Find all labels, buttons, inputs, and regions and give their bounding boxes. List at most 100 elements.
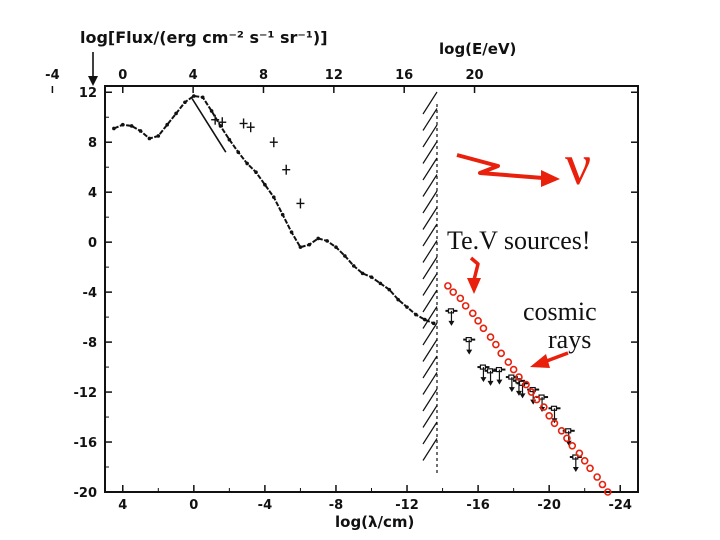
y-axis: 12 8 4 0 -4 -8 -12 -16 -20 — [74, 86, 638, 501]
upper-limit-arrowhead — [496, 379, 503, 385]
cosmic-ray-point — [545, 411, 553, 420]
x-tick-label: -4 — [258, 498, 272, 513]
cosmic-ray-point — [586, 464, 594, 473]
cosmic-ray-point — [479, 324, 488, 333]
x-tick-label: -16 — [466, 498, 490, 513]
upper-limit-arrowhead — [508, 387, 515, 393]
cosmic-rays-label-line2: rays — [548, 325, 592, 354]
neutrino-arrow — [456, 153, 544, 180]
x-tick-label: 4 — [118, 498, 127, 513]
upper-limit-arrowhead — [572, 467, 579, 473]
spectrum-point — [369, 275, 374, 279]
cosmic-ray-point — [522, 380, 530, 389]
hatch-stroke — [422, 289, 438, 313]
cosmic-ray-point — [563, 434, 571, 443]
upper-limit-arrowhead — [466, 349, 473, 355]
spectrum-point — [298, 245, 303, 249]
hatch-stroke — [422, 207, 438, 230]
cosmic-ray-point — [598, 480, 607, 489]
x2-tick-label: 4 — [189, 68, 198, 83]
hatch-stroke — [422, 91, 438, 115]
neutrino-arrowhead — [541, 170, 560, 187]
x-axis-bottom: 4 0 -4 -8 -12 -16 -20 -24 — [118, 485, 632, 513]
hatch-stroke — [422, 388, 438, 412]
spectrum-point — [254, 170, 258, 174]
spectrum-point — [360, 271, 365, 276]
hatch-stroke — [422, 405, 438, 428]
cosmic-ray-point — [449, 288, 458, 296]
x2-tick-label: 0 — [118, 68, 127, 83]
cosmic-ray-point — [580, 456, 589, 465]
hatch-stroke — [422, 322, 438, 346]
hatch-stroke — [422, 223, 438, 247]
cosmic-ray-point — [532, 395, 541, 404]
hatch-stroke — [422, 438, 438, 461]
cosmic-ray-point — [515, 373, 523, 381]
x2-tick-label: 12 — [325, 68, 343, 83]
y-tick-label: -20 — [74, 486, 98, 501]
upper-limit-arrowhead — [515, 390, 522, 396]
top-axis-title: log(E/eV) — [439, 40, 517, 58]
cosmic-ray-arrowhead — [530, 354, 550, 368]
spectrum-point — [209, 109, 214, 113]
y-tick-label: -12 — [74, 386, 98, 401]
cosmic-ray-point — [527, 388, 536, 396]
cosmic-ray-point — [461, 302, 470, 310]
hatch-stroke — [422, 306, 438, 329]
spectrum-point — [378, 281, 383, 286]
cosmic-ray-point — [497, 349, 505, 358]
spectrum-point — [334, 245, 338, 249]
cosmic-ray-point — [550, 419, 559, 428]
annotation-arrows — [456, 153, 569, 368]
tev-sources-label: Te.V sources! — [447, 226, 591, 255]
hatch-stroke — [422, 190, 438, 214]
spectrum-point — [307, 242, 312, 247]
spectrum-point — [129, 124, 134, 128]
hatch-stroke — [422, 174, 438, 197]
hatch-stroke — [422, 256, 438, 280]
spectrum-point — [227, 137, 232, 142]
cosmic-ray-point — [456, 294, 465, 303]
cosmic-ray-point — [444, 282, 452, 290]
cosmic-ray-point — [468, 309, 477, 318]
x-axis-title: log(λ/cm) — [335, 513, 415, 531]
hatch-stroke — [422, 355, 438, 379]
x2-tick-label: 20 — [465, 68, 483, 83]
y-title-arrowhead — [88, 76, 98, 86]
hatch-stroke — [422, 421, 438, 445]
cosmic-ray-arrow — [543, 351, 569, 364]
spectrum-point — [423, 317, 427, 322]
spectrum-point — [414, 312, 418, 317]
upper-limit-arrowhead — [448, 320, 455, 326]
cosmic-rays-label-line1: cosmic — [523, 297, 597, 326]
y-tick-label: -16 — [74, 436, 98, 451]
x2-tick-label: 8 — [259, 68, 268, 83]
tev-arrow — [469, 256, 480, 281]
spectrum-point — [245, 161, 249, 166]
cosmic-ray-point — [568, 441, 577, 450]
spectrum-point — [147, 136, 152, 141]
y-tick-label: -4 — [83, 286, 97, 301]
cosmic-ray-point — [492, 340, 500, 349]
tev-arrowhead — [467, 278, 481, 294]
upper-limit-arrowhead — [480, 377, 487, 383]
hatch-stroke — [422, 124, 438, 148]
spectrum-point — [156, 134, 161, 138]
spectrum-point — [351, 264, 356, 268]
x2-tick-label: -4 — [45, 68, 59, 83]
cosmic-ray-point — [474, 317, 482, 325]
x-tick-label: -8 — [329, 498, 343, 513]
spectrum-point — [280, 212, 285, 217]
spectrum-cutoff-line — [191, 98, 227, 153]
cosmic-ray-point — [486, 333, 495, 341]
x-tick-label: -12 — [395, 498, 419, 513]
spectrum-point — [325, 239, 329, 243]
y-tick-label: 12 — [79, 86, 97, 101]
y-tick-label: 0 — [88, 236, 97, 251]
hatch-stroke — [422, 339, 438, 362]
spectrum-point — [316, 236, 321, 241]
spectrum-point — [183, 100, 187, 105]
spectrum-point — [263, 182, 267, 187]
cosmic-ray-point — [603, 488, 612, 496]
hatch-stroke — [422, 240, 438, 263]
